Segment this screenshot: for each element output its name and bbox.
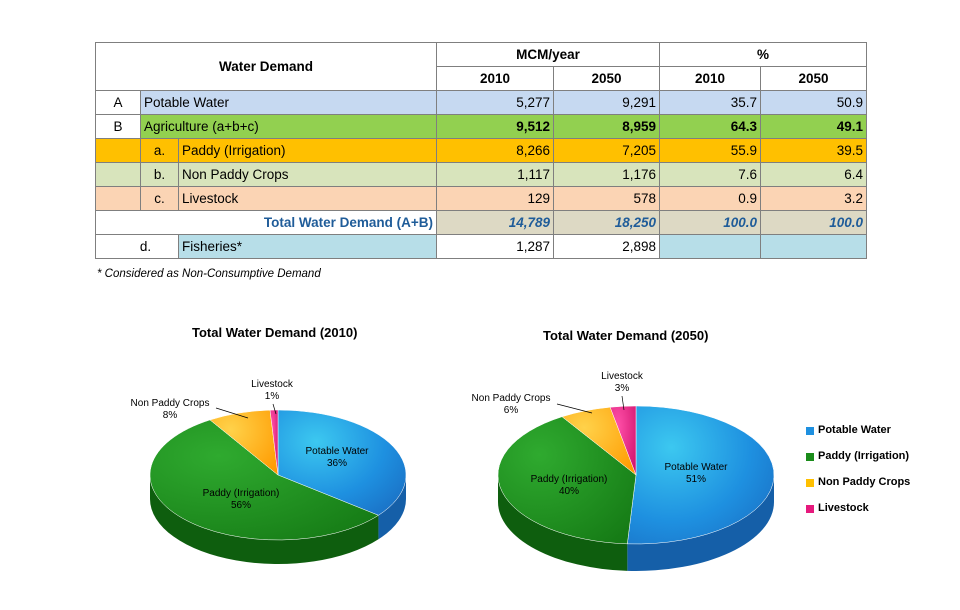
row-label: Paddy (Irrigation) [178, 138, 437, 163]
legend-item: Non Paddy Crops [806, 476, 910, 502]
table-row-potable: A Potable Water 5,277 9,291 35.7 50.9 [95, 90, 867, 115]
header-mcm-2010: 2010 [436, 66, 554, 91]
cell-mcm-2010: 1,287 [436, 234, 554, 259]
row-label: Agriculture (a+b+c) [140, 114, 437, 139]
cell-mcm-2010: 5,277 [436, 90, 554, 115]
pie-side-potable-water [378, 475, 406, 540]
pie-slice-potable-water [277, 409, 407, 516]
cell-mcm-2050: 1,176 [553, 162, 660, 187]
pie-slice-paddy-irrigation [149, 419, 379, 541]
legend-swatch [806, 453, 814, 461]
legend-swatch [806, 479, 814, 487]
data-label-non-paddy-crops: Non Paddy Crops 6% [472, 393, 551, 416]
row-indent [95, 186, 141, 211]
cell-pct-2010 [659, 234, 761, 259]
legend-swatch [806, 505, 814, 513]
cell-pct-2050: 6.4 [760, 162, 867, 187]
cell-pct-2010: 0.9 [659, 186, 761, 211]
legend-item: Potable Water [806, 424, 910, 450]
cell-mcm-2050: 9,291 [553, 90, 660, 115]
legend-item: Paddy (Irrigation) [806, 450, 910, 476]
cell-pct-2050: 49.1 [760, 114, 867, 139]
row-key: b. [140, 162, 179, 187]
row-label: Fisheries* [178, 234, 437, 259]
pie-side-paddy-irrigation [498, 475, 628, 571]
legend-label: Non Paddy Crops [818, 476, 911, 488]
pie-slice-paddy-irrigation [497, 416, 637, 545]
leader-line-non-paddy-crops [556, 403, 593, 414]
chart-legend: Potable Water Paddy (Irrigation) Non Pad… [806, 424, 910, 528]
data-label-livestock: Livestock 3% [601, 371, 644, 394]
cell-pct-2050: 100.0 [760, 210, 867, 235]
leader-line-non-paddy-crops [215, 407, 249, 419]
pie-slice-livestock [269, 409, 279, 476]
cell-pct-2050: 3.2 [760, 186, 867, 211]
cell-mcm-2050: 578 [553, 186, 660, 211]
pie-slice-potable-water [627, 405, 775, 545]
cell-pct-2010: 35.7 [659, 90, 761, 115]
cell-mcm-2010: 129 [436, 186, 554, 211]
legend-label: Paddy (Irrigation) [818, 450, 910, 462]
chart-title-2050: Total Water Demand (2050) [543, 328, 709, 343]
row-key: c. [140, 186, 179, 211]
header-pct-2050: 2050 [760, 66, 867, 91]
pie-side-potable-water [627, 475, 774, 571]
header-water-demand: Water Demand [95, 42, 437, 91]
water-demand-table: Water Demand MCM/year % 2010 2050 2010 2… [95, 42, 867, 259]
cell-mcm-2010: 1,117 [436, 162, 554, 187]
cell-pct-2050: 39.5 [760, 138, 867, 163]
leader-line-livestock [621, 395, 625, 411]
data-label-non-paddy-crops: Non Paddy Crops 8% [131, 398, 210, 421]
pie-side-paddy-irrigation [150, 475, 379, 564]
cell-pct-2010: 55.9 [659, 138, 761, 163]
data-label-paddy-irrigation: Paddy (Irrigation) 56% [203, 488, 280, 511]
pie-slice-livestock [609, 405, 637, 476]
cell-pct-2050: 50.9 [760, 90, 867, 115]
legend-item: Livestock [806, 502, 910, 528]
cell-mcm-2010: 9,512 [436, 114, 554, 139]
row-key: A [95, 90, 141, 115]
row-key: d. [95, 234, 179, 259]
row-key: a. [140, 138, 179, 163]
cell-pct-2010: 64.3 [659, 114, 761, 139]
table-row-non-paddy: b. Non Paddy Crops 1,117 1,176 7.6 6.4 [95, 162, 867, 187]
legend-label: Potable Water [818, 424, 891, 436]
table-row-fisheries: d. Fisheries* 1,287 2,898 [95, 234, 867, 259]
cell-pct-2010: 7.6 [659, 162, 761, 187]
data-label-potable-water: Potable Water 36% [306, 446, 370, 469]
row-label: Potable Water [140, 90, 437, 115]
row-label: Non Paddy Crops [178, 162, 437, 187]
legend-swatch [806, 427, 814, 435]
cell-pct-2010: 100.0 [659, 210, 761, 235]
table-row-livestock: c. Livestock 129 578 0.9 3.2 [95, 186, 867, 211]
cell-mcm-2010: 14,789 [436, 210, 554, 235]
chart-title-2010: Total Water Demand (2010) [192, 325, 358, 340]
data-label-paddy-irrigation: Paddy (Irrigation) 40% [531, 474, 608, 497]
cell-mcm-2050: 7,205 [553, 138, 660, 163]
cell-mcm-2050: 2,898 [553, 234, 660, 259]
row-label: Livestock [178, 186, 437, 211]
header-pct-2010: 2010 [659, 66, 761, 91]
data-label-livestock: Livestock 1% [251, 379, 294, 402]
cell-mcm-2050: 8,959 [553, 114, 660, 139]
header-mcm-2050: 2050 [553, 66, 660, 91]
legend-label: Livestock [818, 502, 869, 514]
footnote: * Considered as Non-Consumptive Demand [97, 268, 321, 280]
leader-line-livestock [272, 403, 277, 415]
table-row-paddy: a. Paddy (Irrigation) 8,266 7,205 55.9 3… [95, 138, 867, 163]
table-row-agriculture: B Agriculture (a+b+c) 9,512 8,959 64.3 4… [95, 114, 867, 139]
cell-pct-2050 [760, 234, 867, 259]
data-label-potable-water: Potable Water 51% [665, 462, 729, 485]
row-indent [95, 138, 141, 163]
